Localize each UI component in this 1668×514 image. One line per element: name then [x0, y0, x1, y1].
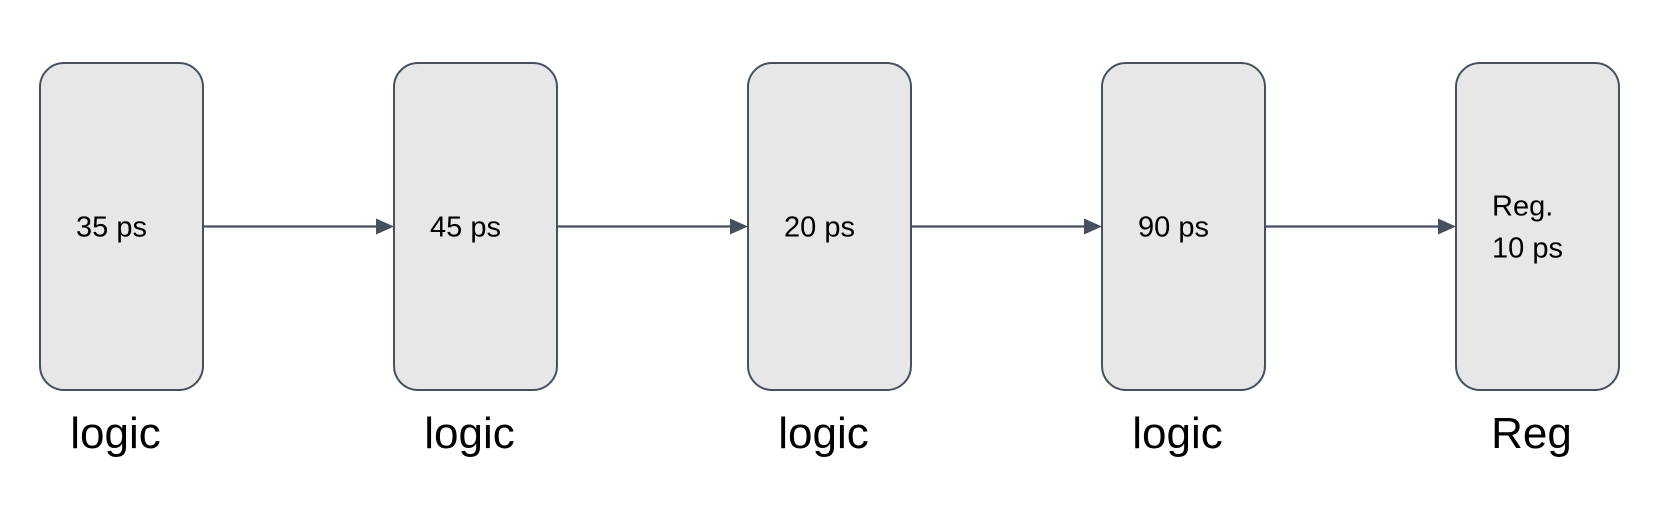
block-delay-label: 90 ps [1138, 212, 1209, 244]
block-delay-label: 10 ps [1492, 233, 1563, 265]
block-delay-label: 45 ps [430, 212, 501, 244]
block-delay-label: 20 ps [784, 212, 855, 244]
block-caption: logic [70, 409, 161, 458]
arrowhead-icon [376, 218, 394, 235]
block-caption: logic [1132, 409, 1223, 458]
block-box [747, 62, 912, 391]
block-box [39, 62, 204, 391]
block-caption: Reg [1491, 409, 1572, 458]
block-delay-label: 35 ps [76, 212, 147, 244]
connector-arrow [1265, 218, 1456, 235]
arrowhead-icon [730, 218, 748, 235]
connector-arrow [911, 218, 1102, 235]
block-box [393, 62, 558, 391]
connector-arrow [557, 218, 748, 235]
pipeline-block: Reg. 10 ps Reg [1455, 62, 1620, 458]
arrowhead-icon [1438, 218, 1456, 235]
block-box [1101, 62, 1266, 391]
connectors-layer [203, 218, 1456, 235]
connector-arrow [203, 218, 394, 235]
block-caption: logic [424, 409, 515, 458]
pipeline-block: 45 ps logic [393, 62, 558, 458]
pipeline-block: 90 ps logic [1101, 62, 1266, 458]
block-box [1455, 62, 1620, 391]
block-delay-label: Reg. [1492, 191, 1553, 223]
pipeline-block: 20 ps logic [747, 62, 912, 458]
block-caption: logic [778, 409, 869, 458]
arrowhead-icon [1084, 218, 1102, 235]
pipeline-block: 35 ps logic [39, 62, 204, 458]
blocks-layer: 35 ps logic 45 ps logic 20 ps logic 90 ps logic… [39, 62, 1620, 458]
